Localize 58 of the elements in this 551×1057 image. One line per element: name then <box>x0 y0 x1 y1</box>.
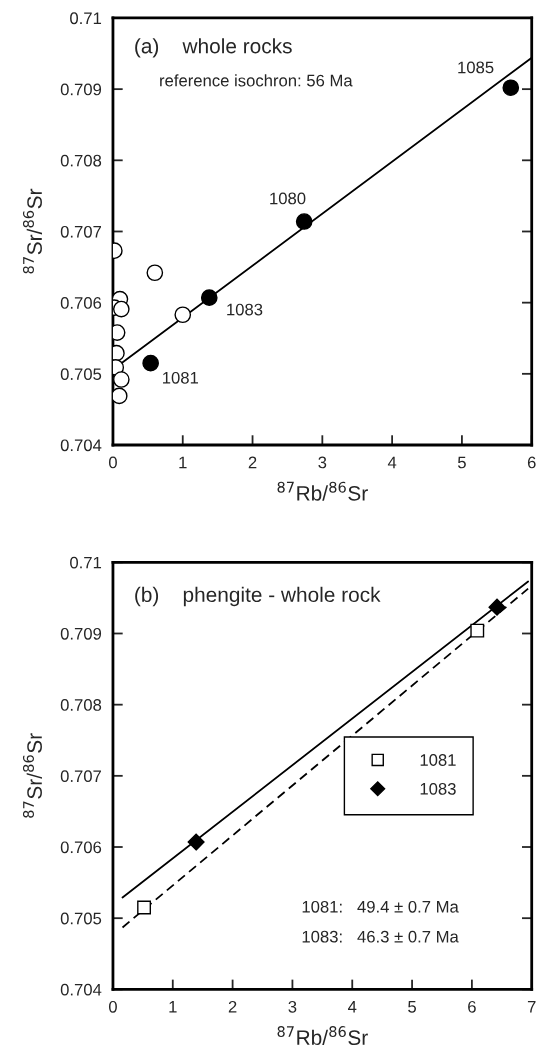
x-tick-label: 5 <box>408 1001 417 1013</box>
annotation: 1083: 46.3 ± 0.7 Ma <box>302 930 459 943</box>
y-tick-label: 0.705 <box>60 368 102 381</box>
y-axis-title: $^{87}$Sr/$^{86}$Sr <box>22 188 42 274</box>
annotation: 1080 <box>270 192 306 205</box>
x-tick-label: 5 <box>457 456 466 469</box>
y-axis-title: $^{87}$Sr/$^{86}$Sr <box>22 733 42 818</box>
point <box>295 213 313 230</box>
x-tick-label: 3 <box>318 456 327 469</box>
y-tick-label: 0.704 <box>60 439 102 452</box>
y-tick-label: 0.708 <box>60 154 102 167</box>
x-tick-label: 2 <box>248 456 257 469</box>
y-tick-label: 0.706 <box>60 297 102 309</box>
annotation: 1081 <box>163 371 199 384</box>
point <box>112 300 130 318</box>
point <box>146 264 164 282</box>
annotation: 1083 <box>227 303 263 316</box>
y-tick-label: 0.708 <box>60 699 102 711</box>
x-tick-label: 4 <box>348 1001 357 1013</box>
point <box>187 833 205 851</box>
annotation: reference isochron: 56 Ma <box>160 74 353 87</box>
y-tick-label: 0.709 <box>60 627 102 640</box>
y-tick-label: 0.705 <box>60 912 102 925</box>
y-tick-label: 0.706 <box>60 841 102 854</box>
legend-label: 1081 <box>420 754 456 766</box>
y-tick-label: 0.709 <box>60 83 102 96</box>
x-tick-label: 3 <box>288 1000 297 1013</box>
point <box>142 354 159 372</box>
x-tick-label: 2 <box>228 1000 237 1013</box>
x-tick-label: 0 <box>108 456 117 469</box>
x-tick-label: 1 <box>179 456 187 469</box>
point <box>137 900 152 915</box>
point <box>488 598 506 616</box>
y-tick-label: 0.704 <box>60 983 102 996</box>
x-tick-label: 6 <box>468 1000 476 1013</box>
x-tick-label: 4 <box>387 456 397 469</box>
point <box>112 371 130 388</box>
point <box>174 306 192 324</box>
point <box>502 79 520 97</box>
y-tick-label: 0.71 <box>70 12 102 25</box>
annotation: 1085 <box>458 61 494 74</box>
y-tick-label: 0.707 <box>60 225 102 238</box>
point <box>112 324 126 341</box>
point <box>112 387 128 405</box>
point <box>200 289 218 307</box>
x-tick-label: 6 <box>527 456 536 469</box>
annotation: (a) whole rocks <box>135 38 292 58</box>
x-axis-title: $^{87}$Rb/$^{86}$Sr <box>277 1026 368 1046</box>
x-axis-title: $^{87}$Rb/$^{86}$Sr <box>277 481 368 501</box>
x-tick-label: 7 <box>527 1001 536 1013</box>
annotation: (b) phengite - whole rock <box>135 586 381 607</box>
x-tick-label: 1 <box>169 1001 177 1013</box>
legend-label: 1083 <box>420 782 456 795</box>
point <box>470 623 485 638</box>
annotation: 1081: 49.4 ± 0.7 Ma <box>302 900 459 913</box>
x-tick-label: 0 <box>108 1000 117 1013</box>
y-tick-label: 0.71 <box>70 556 102 569</box>
y-tick-label: 0.707 <box>60 770 102 783</box>
